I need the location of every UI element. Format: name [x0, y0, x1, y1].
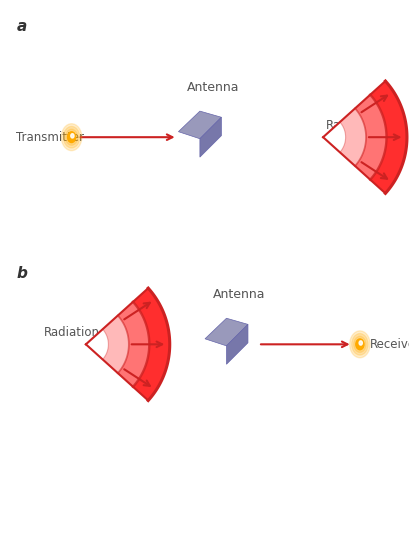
Circle shape: [65, 129, 78, 145]
Polygon shape: [323, 81, 407, 193]
Polygon shape: [86, 315, 129, 373]
Circle shape: [356, 339, 364, 350]
Polygon shape: [86, 302, 149, 387]
Text: Antenna: Antenna: [213, 288, 265, 301]
Polygon shape: [86, 288, 170, 400]
Polygon shape: [323, 95, 387, 180]
Circle shape: [359, 341, 362, 345]
Polygon shape: [178, 111, 221, 139]
Circle shape: [71, 134, 74, 138]
Polygon shape: [200, 117, 221, 157]
Text: Antenna: Antenna: [187, 81, 239, 94]
Polygon shape: [205, 318, 248, 346]
Circle shape: [61, 124, 82, 151]
Circle shape: [63, 126, 80, 148]
Polygon shape: [323, 122, 346, 152]
Circle shape: [350, 331, 370, 358]
Circle shape: [354, 336, 366, 352]
Polygon shape: [227, 324, 248, 364]
Text: Radiation: Radiation: [326, 119, 382, 132]
Text: b: b: [16, 266, 27, 281]
Text: Transmitter: Transmitter: [16, 131, 84, 144]
Circle shape: [352, 334, 368, 355]
Circle shape: [67, 132, 76, 143]
Text: Radiation: Radiation: [44, 326, 99, 339]
Polygon shape: [323, 108, 366, 166]
Text: Receiver: Receiver: [370, 338, 409, 351]
Polygon shape: [86, 329, 108, 359]
Text: a: a: [16, 19, 27, 34]
